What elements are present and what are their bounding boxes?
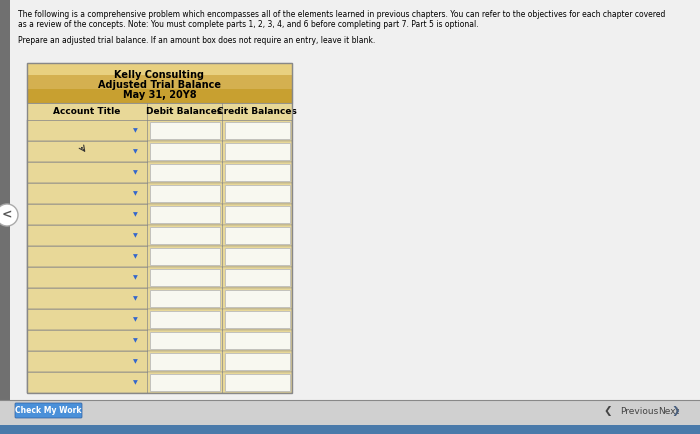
Bar <box>27 372 292 393</box>
Text: ▼: ▼ <box>132 296 137 301</box>
Text: ▼: ▼ <box>132 275 137 280</box>
Bar <box>150 206 220 223</box>
Circle shape <box>0 204 18 226</box>
Bar <box>0 400 700 434</box>
Bar <box>27 103 292 120</box>
Bar <box>27 63 292 75</box>
Bar <box>225 248 290 265</box>
Text: Debit Balances: Debit Balances <box>146 107 223 116</box>
Text: ❯: ❯ <box>671 406 680 416</box>
Bar <box>225 206 290 223</box>
Text: <: < <box>1 208 13 221</box>
Bar <box>27 63 292 103</box>
Bar <box>150 374 220 391</box>
Bar <box>225 122 290 139</box>
Text: ▼: ▼ <box>132 191 137 196</box>
Bar <box>225 164 290 181</box>
Text: ▼: ▼ <box>132 149 137 154</box>
Text: ▼: ▼ <box>132 380 137 385</box>
Text: as a review of the concepts. Note: You must complete parts 1, 2, 3, 4, and 6 bef: as a review of the concepts. Note: You m… <box>18 20 479 29</box>
Bar <box>27 225 292 246</box>
Bar <box>27 330 292 351</box>
Bar <box>150 332 220 349</box>
Bar <box>150 290 220 307</box>
Text: ▼: ▼ <box>132 128 137 133</box>
Bar <box>0 0 10 434</box>
Bar <box>27 183 292 204</box>
Text: ❮: ❮ <box>603 406 612 416</box>
Text: Check My Work: Check My Work <box>15 406 82 415</box>
Bar <box>150 311 220 328</box>
Bar <box>27 120 292 141</box>
Bar <box>225 353 290 370</box>
Bar <box>0 425 700 434</box>
Bar <box>150 353 220 370</box>
Bar <box>225 227 290 244</box>
Text: May 31, 20Y8: May 31, 20Y8 <box>122 90 196 100</box>
Text: ▼: ▼ <box>132 170 137 175</box>
Bar <box>150 227 220 244</box>
Bar <box>225 332 290 349</box>
Bar <box>150 164 220 181</box>
Bar <box>150 143 220 160</box>
FancyBboxPatch shape <box>15 403 82 418</box>
Bar <box>27 246 292 267</box>
Text: Credit Balances: Credit Balances <box>217 107 297 116</box>
Bar <box>27 351 292 372</box>
Bar <box>150 122 220 139</box>
Text: Account Title: Account Title <box>53 107 120 116</box>
Text: ▼: ▼ <box>132 254 137 259</box>
Text: ▼: ▼ <box>132 359 137 364</box>
Bar <box>150 269 220 286</box>
Bar <box>150 248 220 265</box>
Text: Kelly Consulting: Kelly Consulting <box>115 70 204 80</box>
Bar <box>225 185 290 202</box>
Text: Adjusted Trial Balance: Adjusted Trial Balance <box>98 80 221 90</box>
Text: ▼: ▼ <box>132 233 137 238</box>
Text: The following is a comprehensive problem which encompasses all of the elements l: The following is a comprehensive problem… <box>18 10 666 19</box>
Bar <box>225 311 290 328</box>
Text: ▼: ▼ <box>132 338 137 343</box>
Bar <box>27 162 292 183</box>
Bar <box>27 204 292 225</box>
Bar <box>27 288 292 309</box>
Bar <box>27 63 292 393</box>
Bar <box>27 141 292 162</box>
Text: Previous: Previous <box>620 407 658 415</box>
Bar <box>27 63 292 89</box>
Text: ↖: ↖ <box>80 145 86 151</box>
Bar <box>225 143 290 160</box>
Text: ▼: ▼ <box>132 212 137 217</box>
Bar <box>225 290 290 307</box>
Text: Prepare an adjusted trial balance. If an amount box does not require an entry, l: Prepare an adjusted trial balance. If an… <box>18 36 375 45</box>
Bar <box>150 185 220 202</box>
Text: Next: Next <box>658 407 679 415</box>
Bar <box>27 309 292 330</box>
Bar <box>225 269 290 286</box>
Bar <box>27 267 292 288</box>
Text: ▼: ▼ <box>132 317 137 322</box>
Bar <box>225 374 290 391</box>
